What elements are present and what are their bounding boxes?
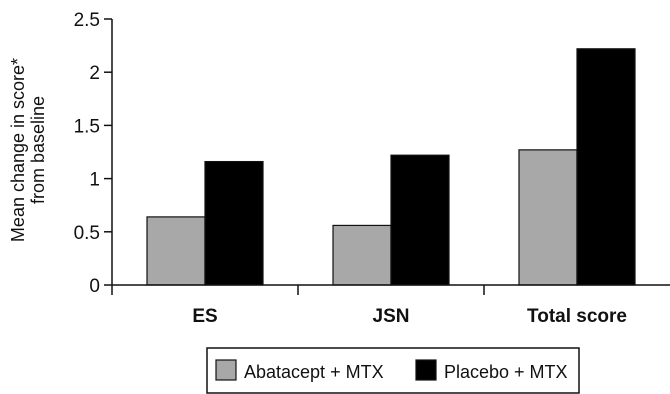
y-tick-label: 1 bbox=[89, 170, 100, 191]
y-tick-label: 2.5 bbox=[74, 10, 100, 31]
legend-swatch-abatacept bbox=[215, 359, 237, 381]
legend-swatch-placebo bbox=[415, 359, 437, 381]
y-axis-title: Mean change in score* from baseline bbox=[8, 58, 48, 242]
category-label: JSN bbox=[373, 306, 410, 327]
bar-placebo-0 bbox=[204, 160, 264, 286]
bars bbox=[146, 48, 636, 286]
legend-label-abatacept: Abatacept + MTX bbox=[244, 362, 384, 382]
legend-label-placebo: Placebo + MTX bbox=[444, 362, 568, 382]
bar-abatacept-2 bbox=[518, 149, 578, 286]
y-axis-title-line2: from baseline bbox=[28, 96, 48, 204]
y-axis-ticks: 0 0.5 1 1.5 2 2.5 bbox=[74, 10, 112, 297]
bar-placebo-2 bbox=[576, 48, 636, 286]
legend-frame bbox=[206, 347, 580, 394]
bar-placebo-1 bbox=[390, 154, 450, 286]
bar-abatacept-0 bbox=[146, 216, 206, 286]
bar-abatacept-1 bbox=[332, 224, 392, 286]
legend: Abatacept + MTX Placebo + MTX bbox=[206, 347, 580, 394]
category-label: Total score bbox=[527, 306, 627, 327]
x-axis-ticks bbox=[111, 285, 485, 295]
y-tick-label: 0.5 bbox=[74, 223, 100, 244]
category-label: ES bbox=[192, 306, 217, 327]
y-axis-title-line1: Mean change in score* bbox=[8, 58, 28, 242]
y-tick-label: 1.5 bbox=[74, 116, 100, 137]
y-tick-label: 0 bbox=[89, 276, 100, 297]
y-tick-label: 2 bbox=[89, 63, 100, 84]
category-labels: ES JSN Total score bbox=[192, 306, 627, 327]
